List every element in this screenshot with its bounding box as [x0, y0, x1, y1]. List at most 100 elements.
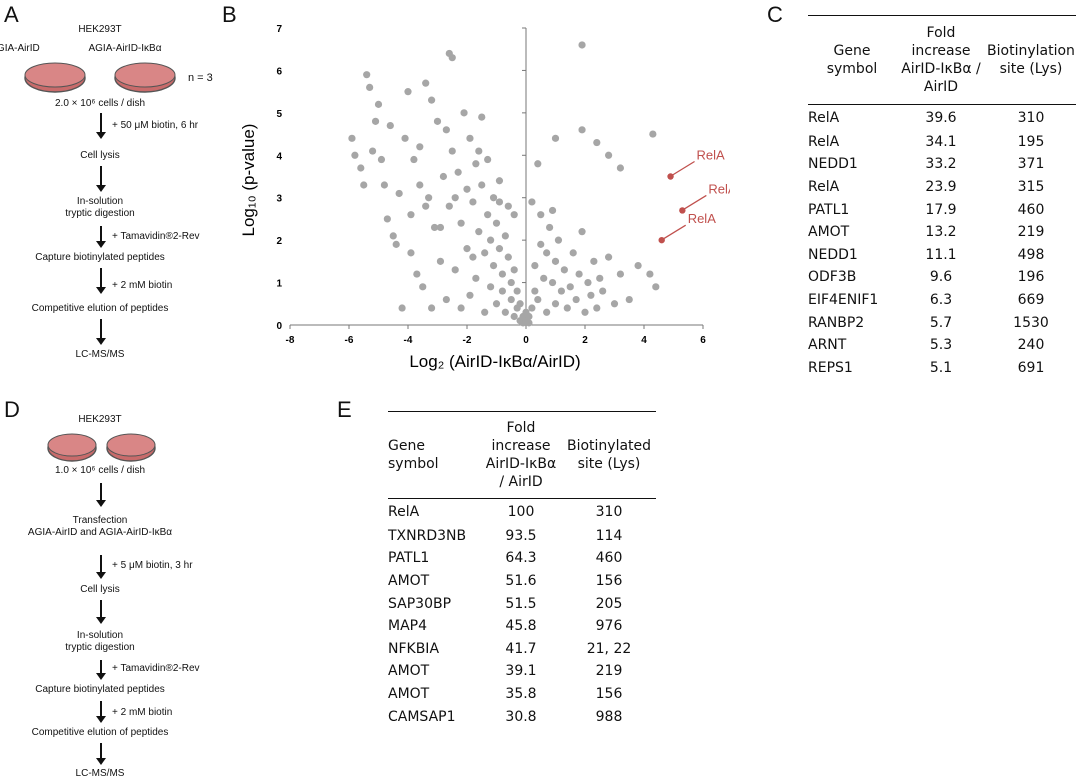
- data-point: [430, 223, 439, 232]
- cell-gene: REPS1: [808, 359, 853, 376]
- data-point: [383, 215, 391, 223]
- data-point: [428, 96, 436, 104]
- cell-site: 315: [1017, 178, 1045, 195]
- data-point: [652, 283, 660, 291]
- data-points: [348, 41, 660, 327]
- step-biotin-elution: + 2 mM biotin: [112, 280, 173, 291]
- data-point: [495, 177, 504, 185]
- cell-gene: CAMSAP1: [388, 708, 456, 725]
- rela-point: [658, 236, 665, 244]
- x-tick-label: 0: [523, 335, 529, 346]
- data-point: [457, 304, 465, 312]
- arrow-down: [96, 555, 106, 579]
- data-point: [469, 253, 477, 261]
- table-row: REPS1 5.1 691: [808, 356, 1076, 379]
- data-point: [649, 130, 657, 138]
- data-point: [554, 236, 563, 244]
- cell-fold: 35.8: [505, 685, 537, 702]
- data-point: [551, 257, 560, 265]
- data-point: [419, 283, 427, 291]
- cell-lysis: Cell lysis: [80, 584, 120, 595]
- data-point: [371, 117, 380, 125]
- dish-label-airid-ikba: AGIA-AirID-IκBα: [88, 43, 162, 54]
- data-point: [413, 270, 421, 278]
- dish-label-airid: AGIA-AirID: [0, 43, 40, 54]
- data-point: [510, 312, 518, 321]
- data-point: [605, 253, 613, 261]
- x-tick-label: -6: [345, 335, 354, 346]
- data-point: [575, 270, 583, 278]
- cell-fold: 93.5: [505, 527, 537, 544]
- data-point: [548, 278, 557, 287]
- data-point: [507, 278, 515, 287]
- cell-gene: NEDD1: [808, 246, 858, 263]
- table-row: ARNT 5.3 240: [808, 334, 1076, 357]
- data-point: [451, 194, 459, 202]
- x-tick-label: 6: [700, 335, 706, 346]
- data-point: [534, 160, 542, 168]
- data-point: [451, 266, 459, 274]
- cell-site: 691: [1017, 359, 1045, 376]
- capture-peptides: Capture biotinylated peptides: [35, 684, 165, 695]
- transfection: Transfection AGIA-AirID and AGIA-AirID-I…: [27, 515, 173, 538]
- table-row: PATL1 17.9 460: [808, 198, 1076, 221]
- table-row: MAP4 45.8 976: [388, 615, 656, 638]
- data-point: [507, 295, 515, 304]
- panel-letter-a: A: [4, 2, 19, 27]
- y-tick-label: 2: [276, 236, 282, 247]
- data-point: [537, 240, 545, 248]
- y-tick-label: 4: [276, 151, 282, 162]
- data-point: [469, 198, 477, 206]
- data-point: [563, 304, 571, 312]
- data-point: [504, 202, 512, 210]
- cell-fold: 51.5: [505, 595, 537, 612]
- data-point: [525, 312, 533, 321]
- data-point: [634, 262, 642, 270]
- competitive-elution: Competitive elution of peptides: [31, 727, 169, 738]
- step-tamavidin: + Tamavidin®2-Rev: [112, 663, 200, 674]
- cell-fold: 51.6: [505, 572, 537, 589]
- cell-gene: RelA: [808, 178, 840, 195]
- data-point: [357, 164, 365, 172]
- cell-fold: 30.8: [505, 708, 537, 725]
- data-point: [546, 223, 554, 232]
- data-point: [540, 274, 548, 282]
- arrow-down: [96, 226, 106, 248]
- x-tick-label: -8: [286, 335, 295, 346]
- table-row: AMOT 13.2 219: [808, 221, 1076, 244]
- data-point: [389, 232, 397, 240]
- data-point: [463, 185, 471, 193]
- cell-gene: AMOT: [388, 572, 430, 589]
- table-row: CAMSAP1 30.8 988: [388, 705, 656, 728]
- step-biotin: + 5 μM biotin, 3 hr: [112, 560, 193, 571]
- data-point: [590, 257, 598, 265]
- data-point: [395, 189, 403, 198]
- capture-peptides: Capture biotinylated peptides: [35, 252, 165, 263]
- data-point: [557, 287, 565, 295]
- data-point: [543, 249, 551, 257]
- data-point: [593, 304, 601, 312]
- data-point: [516, 300, 524, 308]
- data-point: [498, 270, 506, 278]
- cell-fold: 5.1: [929, 359, 953, 376]
- data-point: [460, 109, 468, 117]
- cell-line-label: HEK293T: [78, 414, 122, 425]
- x-tick-label: 4: [641, 335, 647, 346]
- cell-fold: 5.3: [929, 337, 953, 354]
- data-point: [495, 245, 504, 253]
- data-point: [504, 253, 512, 261]
- table-row: NFKBIA 41.7 21, 22: [388, 637, 656, 660]
- cell-gene: NFKBIA: [388, 640, 440, 657]
- data-point: [410, 155, 418, 164]
- header-fold: Fold increase AirID-IκBα / AirID: [485, 420, 557, 490]
- data-point: [501, 308, 509, 316]
- data-point: [478, 113, 486, 121]
- panel-letter-b: B: [222, 2, 237, 27]
- cell-site: 460: [1017, 201, 1045, 218]
- data-point: [481, 308, 489, 316]
- cell-fold: 33.2: [925, 156, 957, 173]
- data-point: [560, 266, 568, 274]
- header-fold: Fold increase AirID-IκBα / AirID: [901, 25, 981, 95]
- data-point: [625, 295, 633, 304]
- data-point: [646, 270, 654, 278]
